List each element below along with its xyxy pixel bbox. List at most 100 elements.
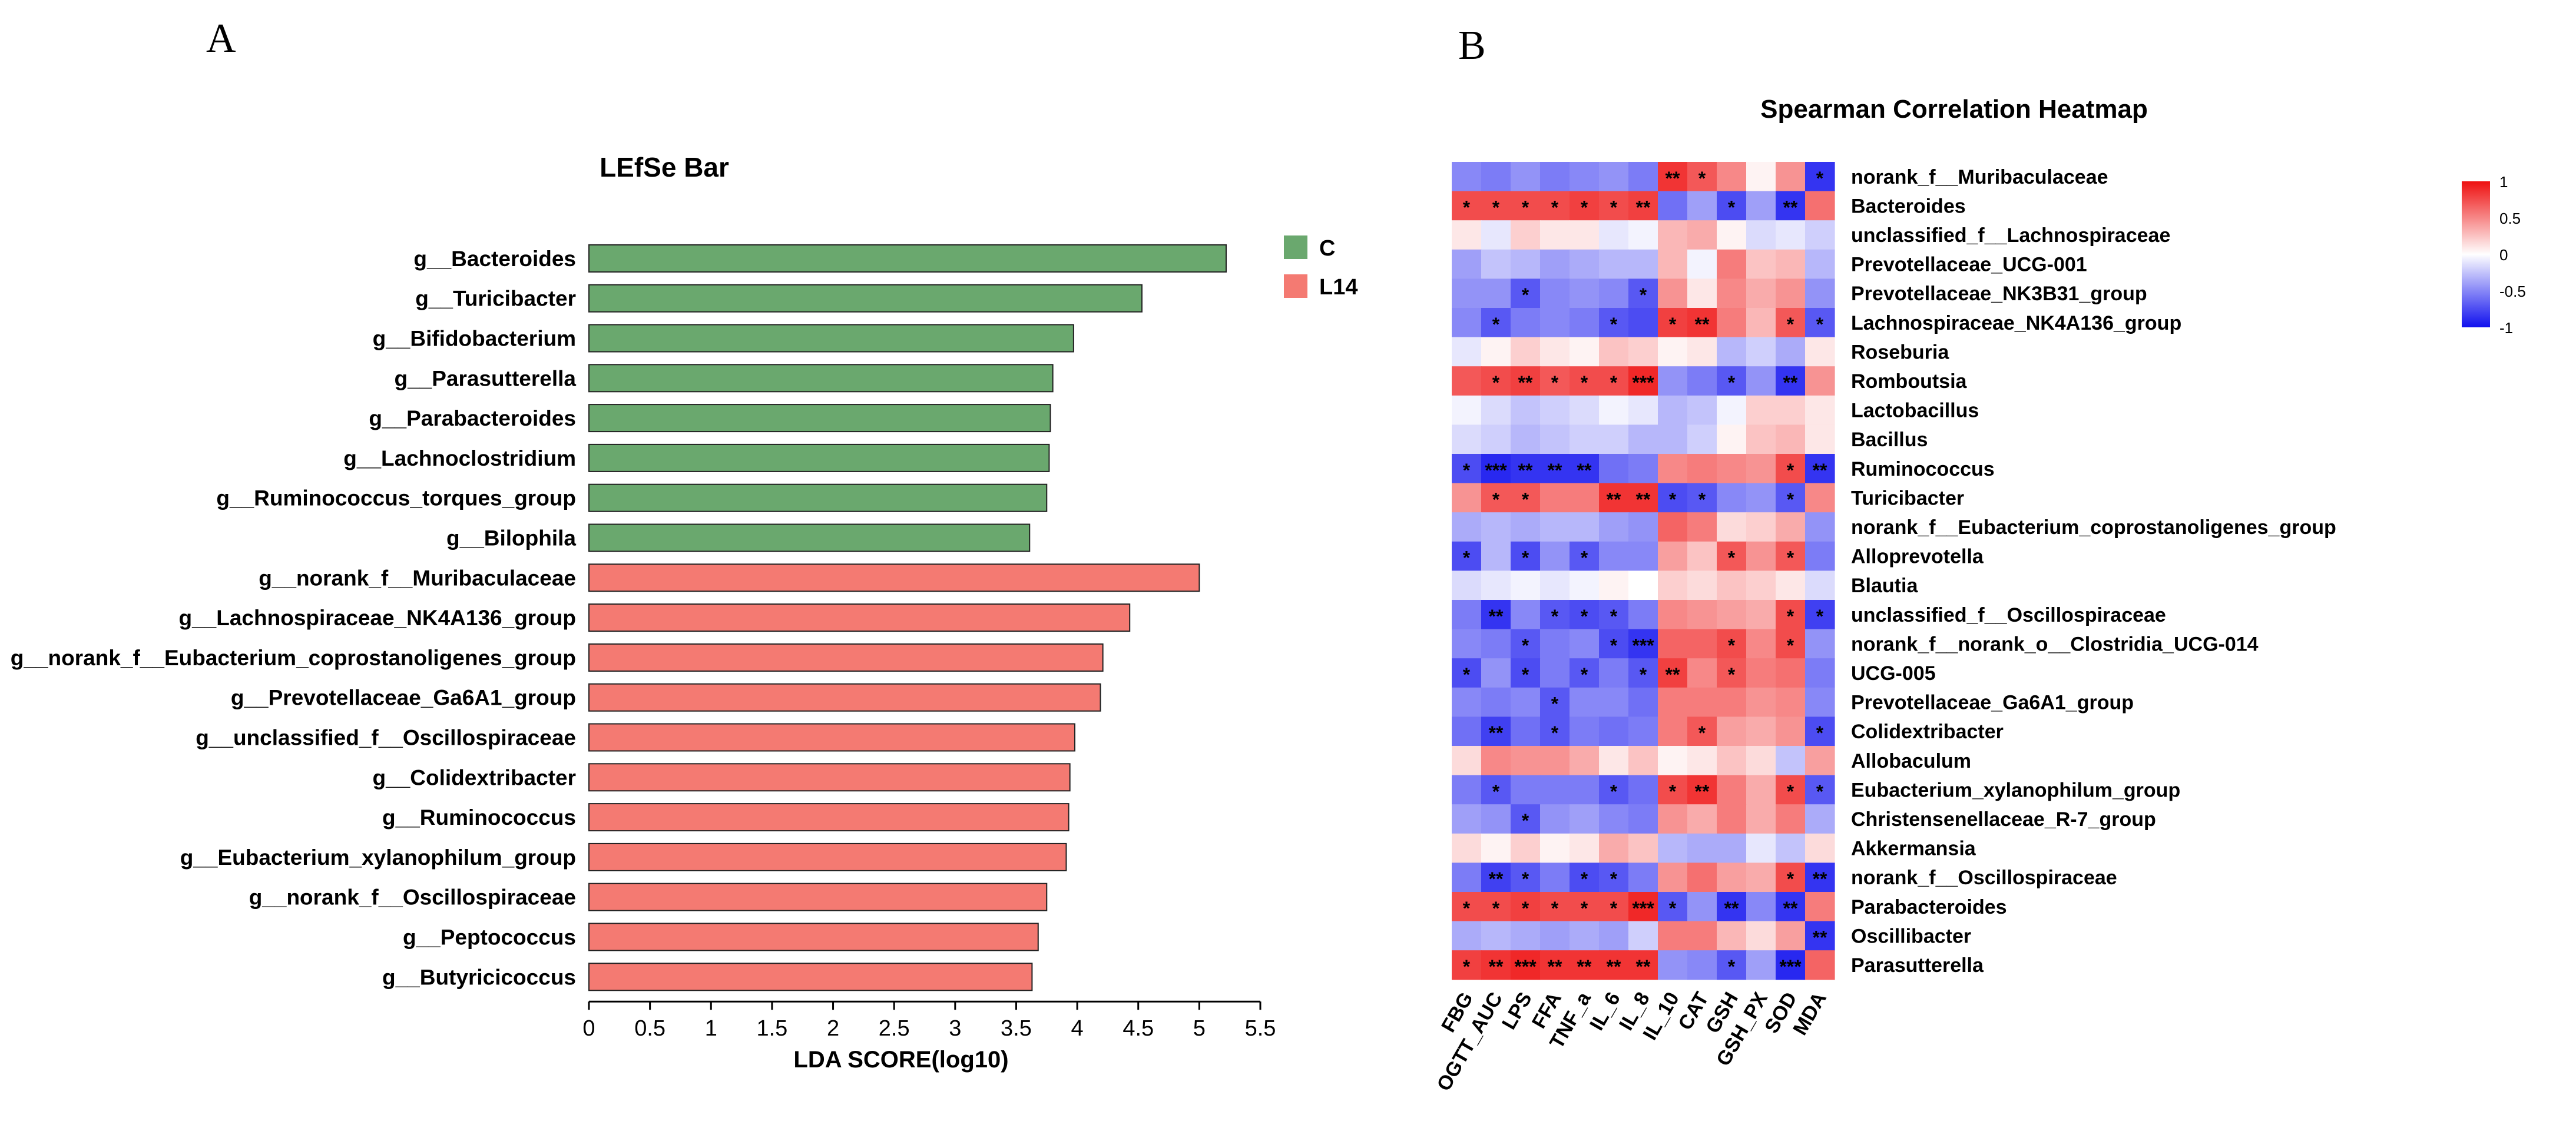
significance-mark: *** <box>1485 460 1507 481</box>
heatmap-cell <box>1628 862 1658 893</box>
significance-mark: * <box>1551 694 1559 715</box>
significance-mark: * <box>1787 606 1794 627</box>
heatmap-cell <box>1481 775 1511 805</box>
heatmap-cell <box>1452 337 1482 367</box>
significance-mark: ** <box>1489 868 1504 890</box>
heatmap-cell <box>1511 278 1541 308</box>
heatmap-cell <box>1570 395 1600 425</box>
heatmap-cell <box>1599 629 1629 659</box>
heatmap-cell <box>1570 629 1600 659</box>
heatmap-row-label: Turicibacter <box>1851 487 1964 509</box>
heatmap-cell <box>1776 162 1806 192</box>
heatmap-cell <box>1570 191 1600 221</box>
heatmap-cell <box>1746 366 1776 396</box>
significance-mark: ** <box>1489 722 1504 744</box>
heatmap-cell <box>1570 658 1600 688</box>
heatmap-row-label: Bacteroides <box>1851 195 1966 217</box>
heatmap-cell <box>1776 366 1806 396</box>
lda-category-label: g__Bifidobacterium <box>373 327 576 351</box>
significance-mark: ** <box>1518 460 1533 481</box>
heatmap-cell <box>1746 395 1776 425</box>
heatmap-cell <box>1599 395 1629 425</box>
heatmap-cell <box>1746 746 1776 776</box>
heatmap-cell <box>1717 892 1747 922</box>
lda-category-label: g__Colidextribacter <box>373 765 576 789</box>
heatmap-cell <box>1628 541 1658 571</box>
lda-bar <box>588 883 1048 911</box>
heatmap-cell <box>1687 162 1717 192</box>
significance-mark: * <box>1463 956 1471 977</box>
lefse-bar-chart: LEfSe Bar g__Bacteroides g__Turicibacterg… <box>11 152 1358 1073</box>
lefse-legend: C L14 <box>1284 235 1357 300</box>
heatmap-row-label: unclassified_f__Lachnospiraceae <box>1851 224 2170 247</box>
heatmap-cell <box>1452 629 1482 659</box>
significance-mark: * <box>1610 635 1618 656</box>
heatmap-cell <box>1511 658 1541 688</box>
significance-mark: * <box>1669 898 1677 919</box>
heatmap-cell <box>1481 862 1511 893</box>
significance-mark: * <box>1728 372 1736 393</box>
significance-mark: * <box>1492 489 1500 510</box>
heatmap-cell <box>1805 541 1835 571</box>
heatmap-cell <box>1511 249 1541 279</box>
heatmap-cell <box>1717 570 1747 601</box>
heatmap-cell <box>1452 395 1482 425</box>
heatmap-cell <box>1452 541 1482 571</box>
heatmap-cell <box>1776 308 1806 338</box>
heatmap-cell <box>1599 833 1629 863</box>
heatmap-cell <box>1511 483 1541 513</box>
heatmap-row-label: Lactobacillus <box>1851 400 1979 422</box>
heatmap-cell <box>1599 950 1629 980</box>
heatmap-cell <box>1717 629 1747 659</box>
significance-mark: * <box>1522 868 1529 890</box>
heatmap-cell <box>1599 366 1629 396</box>
heatmap-cell <box>1717 950 1747 980</box>
heatmap-cell <box>1717 512 1747 542</box>
significance-mark: * <box>1492 898 1500 919</box>
heatmap-cell <box>1717 220 1747 250</box>
heatmap-cell <box>1746 600 1776 630</box>
heatmap-cell <box>1805 424 1835 454</box>
heatmap-row-label: Prevotellaceae_Ga6A1_group <box>1851 692 2134 714</box>
lda-category-label: g__Prevotellaceae_Ga6A1_group <box>231 686 576 710</box>
heatmap-cell <box>1717 424 1747 454</box>
heatmap-cell <box>1481 716 1511 747</box>
heatmap-cell <box>1570 892 1600 922</box>
heatmap-cell <box>1599 308 1629 338</box>
heatmap-cell <box>1658 191 1688 221</box>
heatmap-cell <box>1717 804 1747 834</box>
heatmap-cell <box>1776 454 1806 484</box>
heatmap-cell <box>1540 629 1570 659</box>
heatmap-cell <box>1658 249 1688 279</box>
heatmap-cell <box>1717 658 1747 688</box>
heatmap-cell <box>1481 892 1511 922</box>
heatmap-cell <box>1776 220 1806 250</box>
heatmap-cell <box>1628 162 1658 192</box>
heatmap-cell <box>1746 308 1776 338</box>
significance-mark: * <box>1728 956 1736 977</box>
heatmap-cell <box>1481 395 1511 425</box>
heatmap-cell <box>1776 541 1806 571</box>
heatmap-cell <box>1570 746 1600 776</box>
heatmap-cell <box>1540 337 1570 367</box>
heatmap-cell <box>1717 921 1747 951</box>
heatmap-row-label: norank_f__Muribaculaceae <box>1851 166 2108 188</box>
heatmap-cell <box>1658 337 1688 367</box>
heatmap-row-label: Roseburia <box>1851 341 1949 363</box>
significance-mark: * <box>1610 781 1618 802</box>
heatmap-cell <box>1570 337 1600 367</box>
heatmap-cell <box>1658 687 1688 717</box>
heatmap-row-label: norank_f__Eubacterium_coprostanoligenes_… <box>1851 516 2336 539</box>
heatmap-cell <box>1746 833 1776 863</box>
x-tick-label: 1 <box>705 1016 717 1041</box>
significance-mark: ** <box>1666 168 1680 189</box>
heatmap-cell <box>1687 892 1717 922</box>
heatmap-cell <box>1776 191 1806 221</box>
heatmap-cell <box>1628 220 1658 250</box>
heatmap-row-label: norank_f__norank_o__Clostridia_UCG-014 <box>1851 633 2259 655</box>
heatmap-cell <box>1717 541 1747 571</box>
heatmap-cell <box>1658 570 1688 601</box>
heatmap-cell <box>1599 862 1629 893</box>
heatmap-cell <box>1628 775 1658 805</box>
heatmap-cell <box>1540 892 1570 922</box>
